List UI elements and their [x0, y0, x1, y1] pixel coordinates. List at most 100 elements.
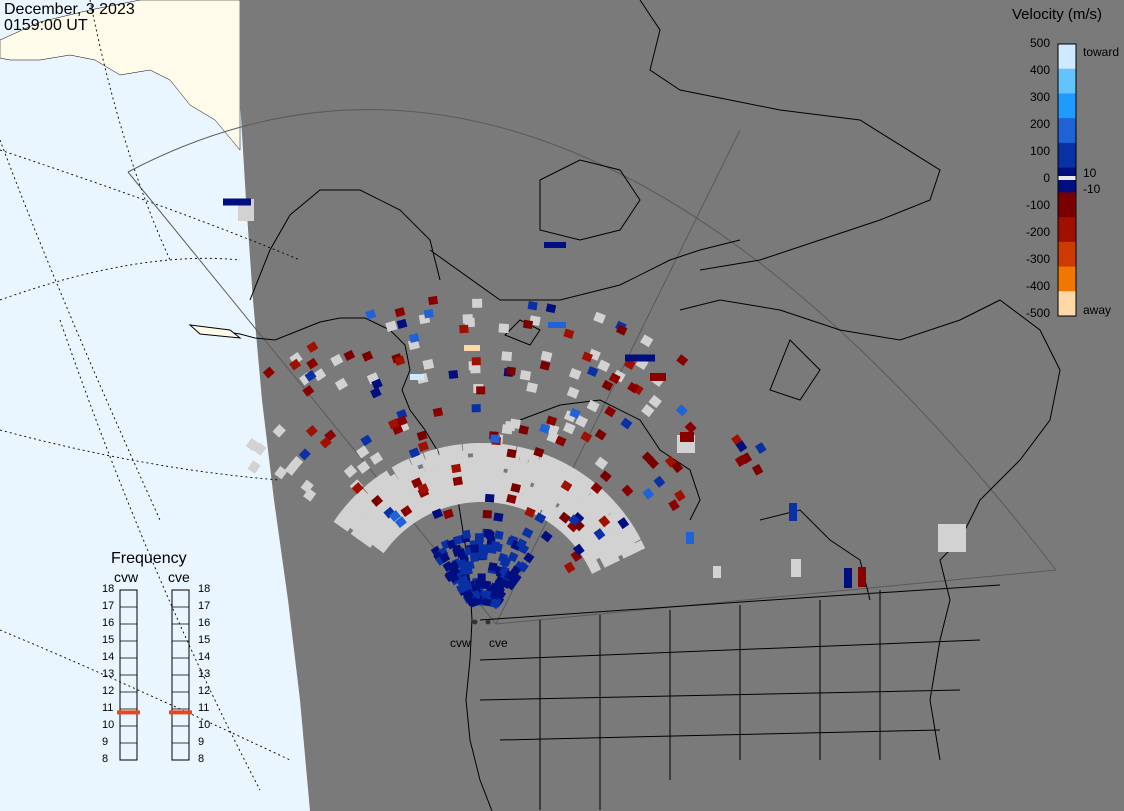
scatter-cell	[646, 457, 659, 470]
colorbar-segment	[1058, 93, 1076, 119]
scatter-cell	[476, 386, 486, 395]
scatter-cell	[608, 372, 621, 384]
scatter-cell	[437, 446, 449, 459]
scatter-cell	[650, 373, 666, 381]
colorbar-frame	[1057, 43, 1077, 317]
scatter-cell	[632, 540, 646, 553]
frequency-tick-right: 18	[198, 583, 211, 595]
scatter-cell	[343, 464, 358, 478]
scatter-cell	[641, 403, 655, 418]
scatter-cell	[539, 360, 551, 371]
scatter-cell	[470, 544, 479, 554]
scatter-cell	[548, 322, 566, 328]
scatter-cell	[568, 514, 581, 527]
scatter-cell	[223, 198, 251, 206]
scatter-cell	[462, 443, 473, 454]
colorbar-segment	[1058, 192, 1076, 218]
frequency-tick-left: 16	[102, 617, 115, 629]
scatter-cell	[360, 434, 373, 447]
scatter-cell	[598, 492, 612, 506]
scatter-cell	[598, 515, 611, 528]
frequency-tick-right: 17	[198, 600, 211, 612]
frequency-tick-right: 13	[198, 668, 211, 680]
scatter-cell	[735, 440, 748, 453]
scatter-cell	[369, 451, 384, 465]
colorbar-title: Velocity (m/s)	[1012, 6, 1103, 23]
colorbar-segment	[1058, 167, 1076, 193]
scatter-cell	[448, 571, 460, 583]
scatter-cell	[507, 551, 519, 563]
scatter-cell	[620, 417, 633, 430]
scatter-cell	[684, 421, 697, 434]
colorbar-segment	[1058, 118, 1076, 144]
colorbar-tick-label: -200	[1025, 225, 1050, 239]
scatter-cell	[483, 529, 493, 538]
scatter-cell	[351, 482, 364, 495]
scatter-cell	[479, 551, 488, 560]
scatter-cell	[484, 493, 495, 503]
scatter-cell	[938, 524, 966, 552]
frequency-tick-left: 9	[102, 736, 109, 748]
scatter-cell	[586, 399, 600, 413]
scatter-cell	[361, 350, 374, 362]
colorbar-tick-label: -500	[1025, 306, 1050, 320]
scatter-cell	[563, 561, 576, 574]
frequency-tick-right: 14	[198, 651, 211, 663]
frequency-tick-left: 17	[102, 600, 115, 612]
scatter-cell	[452, 547, 463, 558]
frequency-tick-right: 10	[198, 719, 211, 731]
scatter-cell	[570, 549, 583, 562]
scatter-cell	[580, 431, 593, 443]
scatter-cell	[581, 351, 593, 363]
colorbar-tick-label: -100	[1025, 198, 1050, 212]
scatter-cell	[488, 562, 498, 572]
scatter-cell	[858, 567, 866, 587]
scatter-cell	[356, 460, 371, 474]
scatter-cell	[653, 475, 666, 488]
colorbar-tick-label: 0	[1043, 171, 1050, 185]
scatter-cell	[245, 437, 260, 452]
scatter-cell	[428, 295, 439, 306]
colorbar-tick-pos10: 10	[1083, 166, 1097, 180]
scatter-cell	[274, 466, 288, 480]
scatter-cell	[458, 574, 470, 586]
scatter-cell	[451, 463, 462, 474]
colorbar-tick-label: 500	[1029, 36, 1050, 50]
scatter-cell	[506, 448, 517, 459]
scatter-cell	[306, 357, 319, 370]
scatter-cell	[493, 512, 504, 522]
scatter-cell	[572, 543, 585, 556]
scatter-cell	[540, 530, 553, 543]
frequency-tick-right: 9	[198, 736, 205, 748]
frequency-marker	[117, 710, 140, 715]
scatter-cell	[371, 378, 383, 390]
scatter-cell	[572, 511, 585, 524]
scatter-cell	[383, 506, 396, 519]
scatter-cell	[262, 366, 275, 379]
scatter-cell	[416, 430, 428, 441]
scatter-cell	[515, 446, 527, 459]
scatter-cell	[560, 480, 573, 492]
scatter-cell	[686, 532, 694, 544]
scatter-cell	[555, 435, 567, 447]
scatter-cell	[471, 404, 481, 413]
coastlines-and-borders	[188, 0, 1061, 811]
scatter-cell	[562, 422, 576, 435]
colorbar-tick-label: 400	[1029, 63, 1050, 77]
scatter-cell	[457, 558, 468, 570]
scatter-cell	[506, 493, 517, 504]
scatter-cell	[304, 370, 317, 382]
scatter-cell	[409, 454, 422, 468]
scatter-cell	[417, 441, 429, 452]
scatter-cell	[363, 482, 377, 496]
scatter-cell	[527, 301, 538, 311]
scatter-cell	[640, 334, 654, 348]
scatter-cell	[601, 379, 614, 392]
scatter-cell	[642, 487, 655, 500]
scatter-cell	[593, 311, 606, 324]
frequency-marker	[169, 710, 192, 715]
radar-site-cve	[485, 619, 491, 625]
frequency-tick-left: 13	[102, 668, 115, 680]
scatter-cell	[608, 502, 622, 517]
scatter-cell	[599, 470, 612, 483]
